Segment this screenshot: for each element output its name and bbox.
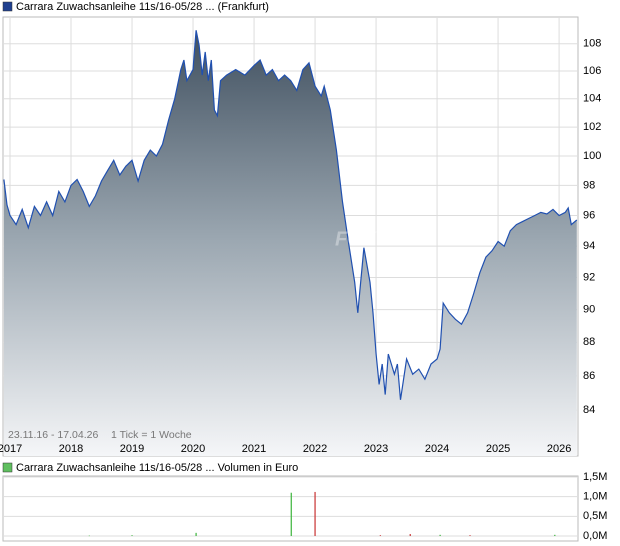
- watermark: FCK: [335, 228, 378, 250]
- volume-bar: [290, 492, 292, 536]
- x-tick-label: 2023: [364, 443, 388, 455]
- x-tick-label: 2020: [181, 443, 205, 455]
- y-tick-label: 0,0M: [583, 530, 607, 542]
- area-fill: [3, 30, 577, 457]
- legend-swatch: [2, 462, 13, 473]
- x-tick-label: 2017: [0, 443, 22, 455]
- y-tick-label: 96: [583, 209, 595, 221]
- volume-bar: [131, 535, 133, 536]
- x-tick-label: 2025: [486, 443, 510, 455]
- y-tick-label: 102: [583, 121, 601, 133]
- volume-bar: [379, 535, 381, 536]
- y-tick-label: 100: [583, 150, 601, 162]
- y-tick-label: 84: [583, 404, 595, 416]
- price-line: [3, 30, 578, 400]
- x-tick-label: 2018: [59, 443, 83, 455]
- y-tick-label: 92: [583, 271, 595, 283]
- volume-bar: [554, 534, 556, 536]
- legend-title: Carrara Zuwachsanleihe 11s/16-05/28 ... …: [16, 462, 298, 474]
- date-range: 23.11.16 - 17.04.26: [8, 429, 98, 441]
- y-tick-label: 104: [583, 93, 601, 105]
- volume-bar: [88, 535, 90, 537]
- y-tick-label: 106: [583, 65, 601, 77]
- x-tick-label: 2026: [547, 443, 571, 455]
- x-tick-label: 2022: [303, 443, 327, 455]
- y-tick-label: 0,5M: [583, 510, 607, 522]
- y-tick-label: 88: [583, 336, 595, 348]
- y-tick-label: 1,0M: [583, 491, 607, 503]
- legend-title: Carrara Zuwachsanleihe 11s/16-05/28 ... …: [16, 1, 269, 13]
- x-tick-label: 2021: [242, 443, 266, 455]
- legend-swatch: [2, 1, 13, 12]
- volume-bar: [439, 534, 441, 536]
- tick-note: 1 Tick = 1 Woche: [111, 429, 192, 441]
- volume-bar: [314, 491, 316, 536]
- volume-bar: [469, 535, 471, 536]
- y-tick-label: 90: [583, 303, 595, 315]
- x-tick-label: 2024: [425, 443, 449, 455]
- y-tick-label: 1,5M: [583, 471, 607, 483]
- y-tick-label: 94: [583, 240, 595, 252]
- y-tick-label: 108: [583, 38, 601, 50]
- y-tick-label: 86: [583, 370, 595, 382]
- x-tick-label: 2019: [120, 443, 144, 455]
- volume-bar: [409, 534, 411, 536]
- y-tick-label: 98: [583, 179, 595, 191]
- plot-frame: [2, 475, 579, 542]
- volume-bar: [195, 532, 197, 536]
